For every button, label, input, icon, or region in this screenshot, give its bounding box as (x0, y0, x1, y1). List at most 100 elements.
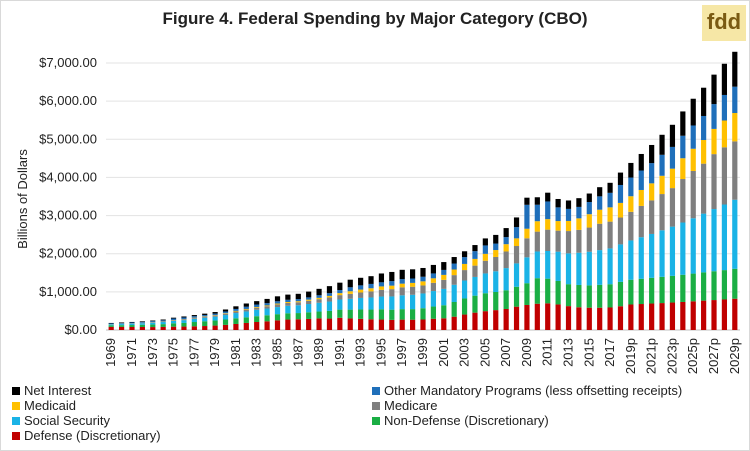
x-tick-label: 2019p (623, 338, 638, 374)
bar-segment (118, 322, 125, 324)
bar-segment (597, 250, 603, 285)
bar-segment (534, 204, 540, 222)
legend-swatch (372, 417, 380, 425)
bar-segment (389, 271, 395, 282)
bar-segment (139, 323, 145, 325)
bar-segment (711, 300, 717, 330)
bar-segment (202, 313, 208, 315)
legend-label: Medicaid (24, 398, 77, 413)
bar-segment (160, 319, 166, 321)
bar-segment (358, 292, 364, 298)
bar-segment (690, 218, 696, 274)
bar-segment (451, 302, 457, 317)
bar-segment (430, 273, 436, 279)
bar-segment (586, 251, 592, 286)
bar-segment (118, 326, 125, 330)
bar-segment (545, 303, 551, 330)
bar-segment (160, 324, 166, 327)
bar-segment (233, 306, 239, 309)
bar-segment (441, 288, 447, 306)
bar-segment (597, 284, 603, 308)
bar-segment (212, 313, 218, 316)
bar-segment (701, 87, 707, 116)
bar-segment (316, 297, 322, 300)
bar-segment (638, 153, 644, 171)
bar-segment (108, 326, 114, 330)
bar-segment (430, 291, 436, 307)
bar-segment (410, 294, 416, 310)
bar-segment (264, 305, 270, 307)
bar-segment (410, 278, 416, 283)
x-tick-label: 2001 (436, 338, 451, 367)
bar-segment (628, 177, 634, 197)
bar-segment (420, 293, 426, 309)
legend-item-defense: Defense (Discretionary) (12, 428, 161, 443)
bar-segment (399, 295, 405, 310)
bar-segment (378, 296, 385, 310)
bar-segment (233, 308, 239, 311)
bar-segment (139, 324, 145, 327)
legend-swatch (372, 387, 380, 395)
bar-segment (607, 307, 613, 330)
bar-segment (264, 315, 270, 322)
bar-segment (326, 297, 333, 302)
bar-segment (368, 319, 374, 330)
bar-segment (607, 221, 613, 249)
bar-segment (191, 316, 197, 318)
bar-segment (420, 308, 426, 320)
bar-segment (285, 299, 291, 303)
bar-segment (638, 304, 644, 330)
bar-segment (732, 199, 738, 269)
bar-segment (378, 286, 385, 290)
bar-segment (503, 244, 509, 252)
bar-segment (150, 320, 156, 322)
bar-segment (254, 304, 260, 307)
x-tick-label: 1977 (186, 338, 201, 367)
bar-segment (285, 294, 291, 300)
bar-segment (441, 279, 447, 289)
bar-segment (586, 227, 592, 252)
bar-segment (461, 263, 468, 271)
bar-segment (534, 303, 540, 330)
bar-segment (430, 306, 436, 319)
bar-segment (170, 320, 177, 324)
y-tick-label: $6,000.00 (39, 93, 97, 108)
y-tick-label: $5,000.00 (39, 131, 97, 146)
bar-segment (711, 74, 717, 105)
bar-segment (669, 168, 676, 189)
bar-segment (139, 321, 145, 323)
bar-segment (472, 295, 478, 313)
bar-segment (222, 324, 229, 330)
bar-segment (565, 220, 572, 232)
bar-segment (295, 293, 301, 300)
bar-segment (576, 218, 582, 230)
bar-segment (274, 320, 281, 330)
bar-segment (638, 189, 644, 206)
y-tick-label: $2,000.00 (39, 246, 97, 261)
bar-segment (617, 244, 624, 282)
bar-segment (669, 226, 676, 276)
bar-segment (254, 309, 260, 317)
bar-segment (347, 309, 353, 319)
bar-segment (410, 319, 416, 330)
bar-segment (628, 211, 634, 241)
bar-segment (721, 63, 728, 95)
bar-segment (202, 314, 208, 317)
bar-segment (316, 288, 322, 296)
bar-segment (482, 293, 488, 312)
bar-segment (420, 281, 426, 286)
x-tick-label: 2023p (664, 338, 679, 374)
bar-segment (680, 111, 686, 136)
bar-segment (597, 307, 603, 330)
bar-segment (118, 324, 125, 326)
bar-segment (461, 257, 468, 264)
x-tick-label: 2005 (477, 338, 492, 367)
bar-segment (399, 279, 405, 284)
bar-segment (254, 316, 260, 322)
x-tick-label: 2007 (498, 338, 513, 367)
bar-segment (316, 295, 322, 298)
y-axis-label: Billions of Dollars (15, 149, 30, 249)
bar-segment (628, 279, 634, 305)
bar-segment (264, 308, 270, 316)
